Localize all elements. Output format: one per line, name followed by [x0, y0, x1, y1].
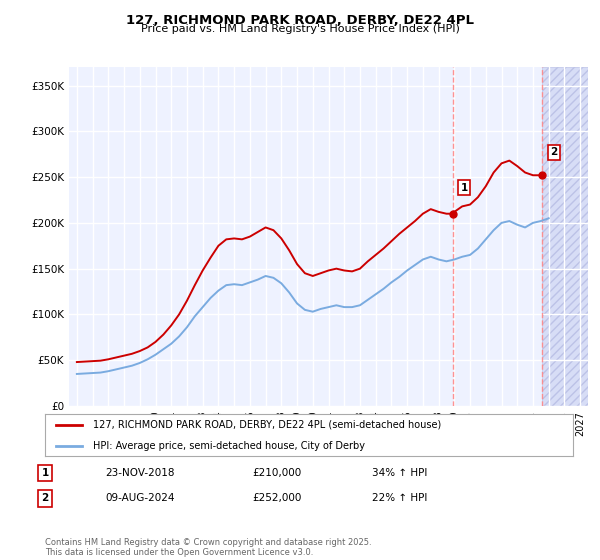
- Text: £252,000: £252,000: [252, 493, 301, 503]
- Text: £210,000: £210,000: [252, 468, 301, 478]
- Text: HPI: Average price, semi-detached house, City of Derby: HPI: Average price, semi-detached house,…: [92, 441, 365, 451]
- Text: 22% ↑ HPI: 22% ↑ HPI: [372, 493, 427, 503]
- Text: Contains HM Land Registry data © Crown copyright and database right 2025.
This d: Contains HM Land Registry data © Crown c…: [45, 538, 371, 557]
- Text: 34% ↑ HPI: 34% ↑ HPI: [372, 468, 427, 478]
- Text: 09-AUG-2024: 09-AUG-2024: [105, 493, 175, 503]
- Text: 1: 1: [461, 183, 468, 193]
- Text: 23-NOV-2018: 23-NOV-2018: [105, 468, 175, 478]
- Text: 1: 1: [41, 468, 49, 478]
- Text: 127, RICHMOND PARK ROAD, DERBY, DE22 4PL (semi-detached house): 127, RICHMOND PARK ROAD, DERBY, DE22 4PL…: [92, 420, 441, 430]
- Text: 127, RICHMOND PARK ROAD, DERBY, DE22 4PL: 127, RICHMOND PARK ROAD, DERBY, DE22 4PL: [126, 14, 474, 27]
- Text: Price paid vs. HM Land Registry's House Price Index (HPI): Price paid vs. HM Land Registry's House …: [140, 24, 460, 34]
- Text: 2: 2: [41, 493, 49, 503]
- Text: 2: 2: [550, 147, 557, 157]
- Bar: [542, 67, 588, 406]
